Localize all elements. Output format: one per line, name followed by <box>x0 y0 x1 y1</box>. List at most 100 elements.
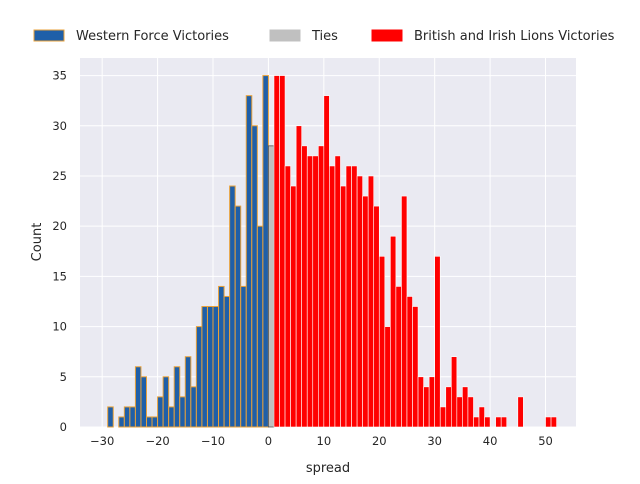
lions-bar <box>373 205 380 428</box>
lions-bar <box>412 306 419 428</box>
western-bar <box>179 396 186 428</box>
ties-bar <box>268 145 275 428</box>
legend-label-lions: British and Irish Lions Victories <box>414 29 615 44</box>
western-bar <box>245 95 253 428</box>
western-bar <box>146 416 153 428</box>
western-bar <box>134 366 142 428</box>
x-tick-label: 0 <box>265 434 272 448</box>
lions-bar <box>423 386 430 428</box>
western-bar <box>240 285 247 428</box>
western-bar <box>206 306 214 428</box>
x-tick-label: 40 <box>483 434 498 448</box>
lions-bar <box>550 416 557 428</box>
y-tick-label: 5 <box>60 370 67 384</box>
lions-bar <box>306 155 314 428</box>
western-bar <box>190 386 197 428</box>
western-bar <box>201 306 208 428</box>
y-tick-label: 30 <box>52 119 67 133</box>
legend-swatch-ties <box>269 29 301 42</box>
lions-bar <box>345 165 352 428</box>
x-tick-label: 10 <box>317 434 332 448</box>
lions-bar <box>334 155 341 428</box>
western-bar <box>157 396 164 428</box>
tick-labels: −30 −20 −10 0 10 20 30 40 50 0 5 10 15 20 25 30 35 <box>52 69 552 448</box>
lions-bar <box>401 195 408 428</box>
western-bar <box>218 285 225 428</box>
lions-bar <box>318 145 325 428</box>
y-tick-label: 0 <box>60 420 67 434</box>
western-bar <box>184 356 192 428</box>
legend-entry-lions: British and Irish Lions Victories <box>371 29 615 44</box>
western-bar <box>223 295 231 428</box>
lions-bar <box>390 235 397 428</box>
western-bar <box>229 185 236 428</box>
x-tick-label: 30 <box>427 434 442 448</box>
western-bar <box>256 225 264 428</box>
lions-bar <box>329 165 336 428</box>
x-tick-label: −20 <box>145 434 169 448</box>
lions-bar <box>478 406 485 428</box>
western-bar <box>234 205 242 428</box>
x-tick-label: 50 <box>538 434 553 448</box>
lions-bar <box>467 396 474 428</box>
lions-bar <box>284 165 291 428</box>
lions-bar <box>362 195 369 428</box>
lions-bar <box>451 356 458 428</box>
x-axis-label: spread <box>306 461 350 476</box>
lions-bar <box>351 165 358 428</box>
lions-bar <box>456 396 463 428</box>
legend-label-western: Western Force Victories <box>76 29 229 44</box>
western-bar <box>118 416 125 428</box>
legend-label-ties: Ties <box>311 29 338 44</box>
lions-bar <box>378 256 386 428</box>
lions-bar <box>290 185 297 428</box>
lions-bar <box>473 416 480 428</box>
bars <box>107 75 557 428</box>
y-tick-label: 10 <box>52 320 67 334</box>
lions-bar <box>273 75 280 428</box>
lions-bar <box>445 386 452 428</box>
lions-bar <box>439 406 447 428</box>
lions-bar <box>434 256 441 428</box>
y-tick-label: 25 <box>52 169 67 183</box>
lions-bar <box>406 296 413 428</box>
lions-bar <box>495 416 502 428</box>
lions-bar <box>295 125 302 428</box>
y-tick-label: 20 <box>52 219 67 233</box>
western-bar <box>173 366 181 428</box>
western-bar <box>129 406 136 428</box>
lions-bar <box>517 396 524 428</box>
lions-bar <box>417 376 424 428</box>
western-bar <box>162 376 170 428</box>
western-bar <box>195 326 203 428</box>
western-bar <box>140 376 148 428</box>
lions-bar <box>384 326 391 428</box>
y-tick-label: 35 <box>52 69 67 83</box>
legend-entry-western: Western Force Victories <box>33 29 229 44</box>
western-bar <box>251 125 258 428</box>
legend-entry-ties: Ties <box>269 29 338 44</box>
western-bar <box>151 416 159 428</box>
western-bar <box>107 406 114 428</box>
x-tick-label: −30 <box>90 434 114 448</box>
lions-bar <box>323 95 330 428</box>
lions-bar <box>500 416 508 428</box>
lions-bar <box>484 416 491 428</box>
lions-bar <box>395 286 402 428</box>
western-bar <box>212 306 220 428</box>
lions-bar <box>367 175 375 428</box>
lions-bar <box>340 185 347 428</box>
y-axis-label: Count <box>30 223 45 262</box>
lions-bar <box>301 145 308 428</box>
lions-bar <box>462 386 469 428</box>
x-tick-label: −10 <box>201 434 225 448</box>
x-tick-label: 20 <box>372 434 387 448</box>
legend-swatch-western <box>33 29 65 42</box>
western-bar <box>123 406 131 428</box>
lions-bar <box>545 416 552 428</box>
western-bar <box>262 75 269 428</box>
lions-bar <box>428 376 435 428</box>
lions-bar <box>356 175 363 428</box>
